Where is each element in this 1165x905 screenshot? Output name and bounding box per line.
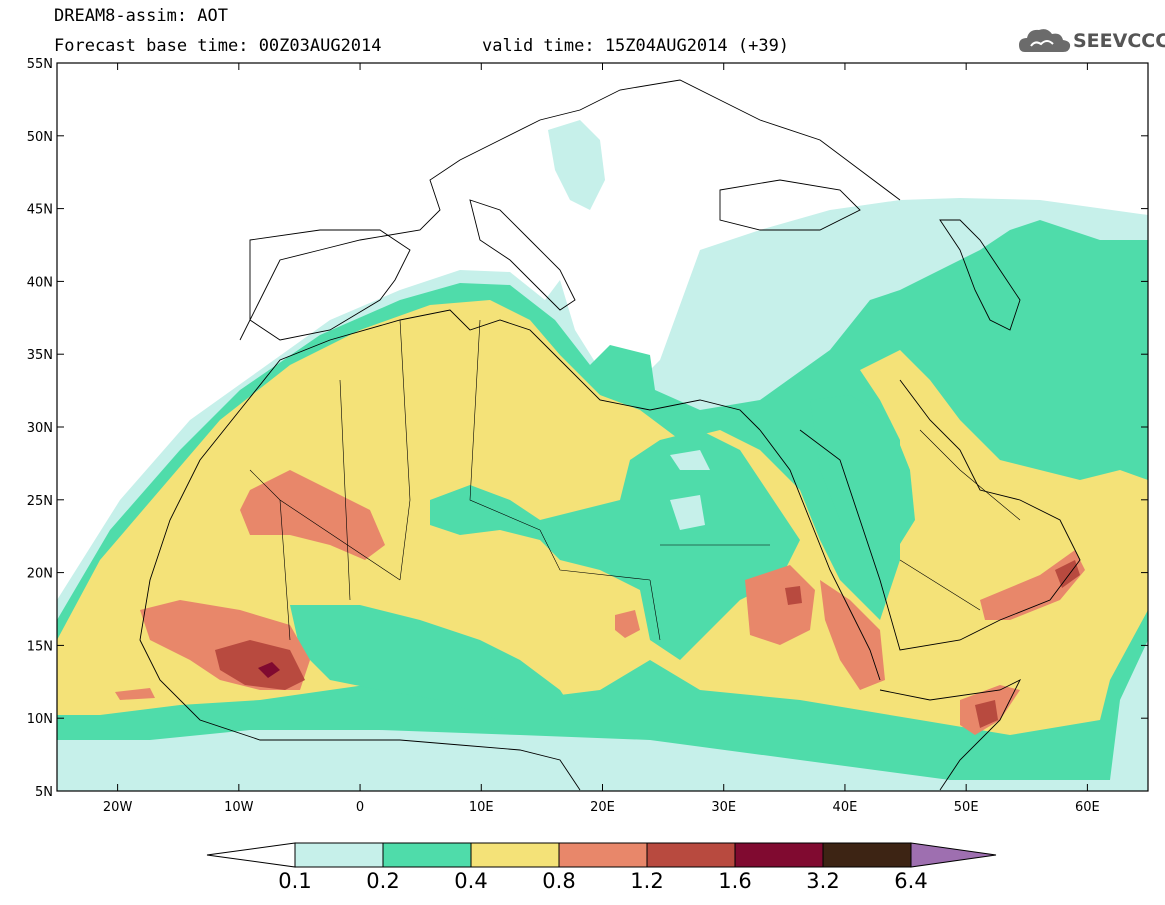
y-tick-label: 45N (27, 203, 53, 218)
x-axis: 20W 10W 0 10E 20E 30E 40E 50E 60E (103, 63, 1100, 815)
aot-contour-0.8 (240, 470, 385, 560)
seevccc-logo: SEEVCCC (1017, 24, 1165, 58)
colorbar-label: 0.4 (454, 869, 487, 893)
x-tick-label: 50E (954, 800, 979, 815)
coastline-italy (469, 199, 576, 311)
coastline-black-sea (719, 179, 861, 231)
coastline-red-sea (759, 429, 881, 681)
colorbar-label: 3.2 (806, 869, 839, 893)
colorbar-swatch (734, 842, 824, 868)
y-tick-label: 40N (27, 275, 53, 290)
colorbar-swatch (382, 842, 472, 868)
y-tick-label: 50N (27, 130, 53, 145)
colorbar-label: 1.6 (718, 869, 751, 893)
aot-contour-0.1 (670, 495, 705, 530)
colorbar-swatch (646, 842, 736, 868)
coastline-horn (879, 678, 1022, 791)
y-tick-label: 35N (27, 348, 53, 363)
colorbar: 0.1 0.2 0.4 0.8 1.2 1.6 3.2 6.4 (206, 842, 997, 893)
aot-contour-1.2 (785, 586, 802, 605)
aot-contour-0.8 (745, 565, 815, 645)
coastline-west-africa (139, 409, 581, 791)
colorbar-high-arrow (910, 842, 997, 868)
border-lines (249, 319, 1021, 641)
aot-contour-0.8 (980, 550, 1085, 620)
coastline-europe (239, 79, 901, 341)
cloud-icon (1019, 29, 1071, 52)
x-tick-label: 30E (711, 800, 736, 815)
y-axis: 55N 50N 45N 40N 35N 30N 25N 20N 15N 10N 5N (27, 57, 1148, 800)
coastlines (139, 79, 1081, 791)
x-tick-label: 10E (469, 800, 494, 815)
aot-contour-1.2 (1055, 560, 1080, 588)
colorbar-label: 0.8 (542, 869, 575, 893)
x-tick-label: 20W (103, 800, 133, 815)
y-tick-label: 20N (27, 567, 53, 582)
x-tick-label: 20E (590, 800, 615, 815)
map-title: DREAM8-assim: AOT (54, 6, 228, 26)
aot-contour-0.1 (670, 450, 710, 470)
colorbar-label: 0.1 (278, 869, 311, 893)
aot-field (57, 120, 1148, 791)
aot-contour-0.1 (548, 120, 605, 210)
forecast-base-time: Forecast base time: 00Z03AUG2014 (54, 36, 382, 56)
aot-contour-0.8 (115, 688, 155, 700)
y-tick-label: 55N (27, 57, 53, 72)
aot-contour-0.8 (615, 610, 640, 638)
aot-contour-1.2 (975, 700, 998, 728)
colorbar-swatch (294, 842, 384, 868)
logo-text: SEEVCCC (1073, 30, 1165, 52)
coastline-iberia (249, 229, 411, 341)
valid-time: valid time: 15Z04AUG2014 (+39) (482, 36, 790, 56)
coastline-north-africa (239, 309, 761, 431)
y-tick-label: 30N (27, 421, 53, 436)
aot-contour-1.6 (258, 662, 280, 678)
y-tick-label: 15N (27, 639, 53, 654)
colorbar-label: 1.2 (630, 869, 663, 893)
y-tick-label: 5N (35, 785, 53, 800)
x-tick-label: 60E (1075, 800, 1100, 815)
aot-contour-1.2 (215, 640, 305, 690)
aot-contour-0.2 (810, 395, 915, 560)
aot-contour-0.2 (290, 605, 580, 720)
x-tick-label: 10W (224, 800, 254, 815)
colorbar-swatch (470, 842, 560, 868)
colorbar-label: 6.4 (894, 869, 927, 893)
y-tick-label: 25N (27, 494, 53, 509)
x-tick-label: 0 (356, 800, 364, 815)
aot-contour-0.2 (430, 430, 800, 660)
x-tick-label: 40E (833, 800, 858, 815)
colorbar-swatch (558, 842, 648, 868)
y-tick-label: 10N (27, 712, 53, 727)
colorbar-low-arrow (206, 842, 296, 868)
colorbar-swatch (822, 842, 912, 868)
coastline-arabia (799, 379, 1081, 651)
coastline-caspian (939, 219, 1021, 331)
aot-contour-0.8 (820, 580, 885, 690)
colorbar-label: 0.2 (366, 869, 399, 893)
